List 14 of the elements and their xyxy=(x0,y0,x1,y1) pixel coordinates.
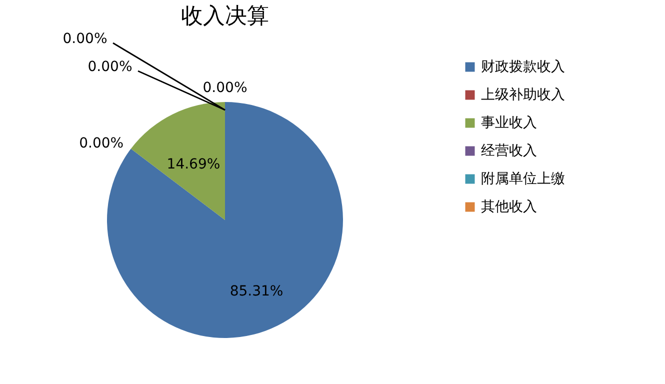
text: 0.00% xyxy=(62,31,108,47)
legend-label: 事业收入 xyxy=(481,115,537,131)
chart-title: 收入决算 xyxy=(181,4,269,29)
legend-label: 附属单位上缴 xyxy=(481,171,565,187)
text: 0.00% xyxy=(202,80,248,96)
legend-label: 上级补助收入 xyxy=(481,87,565,103)
legend-label: 财政拨款收入 xyxy=(481,59,565,75)
legend-label: 其他收入 xyxy=(481,199,537,215)
text: 0.00% xyxy=(88,59,132,75)
text: 0.00% xyxy=(79,136,124,152)
data-label: 14.69% xyxy=(166,156,220,173)
legend-label: 经营收入 xyxy=(481,143,537,159)
pie-slice xyxy=(130,102,225,220)
data-label: 85.31% xyxy=(230,283,284,300)
